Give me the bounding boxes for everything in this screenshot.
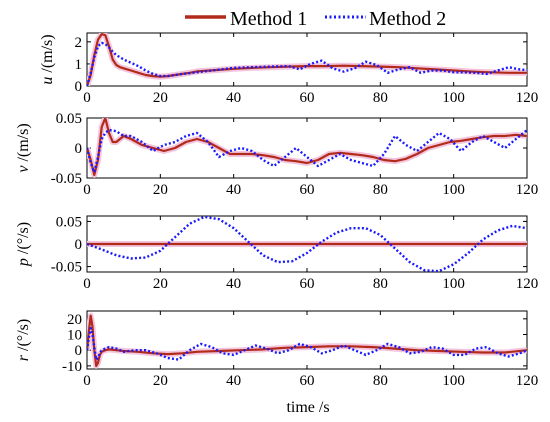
y-tick-label: 0.05 — [56, 111, 82, 127]
y-tick-label: 10 — [67, 328, 82, 344]
x-tick-label: 120 — [516, 373, 539, 389]
x-tick-label: 20 — [153, 182, 168, 198]
x-tick-label: 100 — [442, 373, 465, 389]
x-tick-label: 100 — [442, 182, 465, 198]
series-group — [87, 33, 527, 86]
y-tick-label: 1 — [75, 57, 83, 73]
x-tick-label: 0 — [83, 90, 91, 106]
x-tick-label: 20 — [153, 276, 168, 292]
series-line-method-2 — [87, 41, 527, 86]
y-tick-label: 0 — [75, 237, 83, 253]
x-tick-label: 40 — [226, 373, 241, 389]
x-tick-label: 100 — [442, 90, 465, 106]
x-tick-label: 60 — [300, 373, 315, 389]
y-tick-label: 20 — [67, 312, 82, 328]
x-tick-label: 120 — [516, 182, 539, 198]
y-tick-label: -10 — [62, 359, 82, 375]
x-tick-label: 80 — [373, 90, 388, 106]
x-tick-label: 20 — [153, 373, 168, 389]
series-group — [87, 216, 527, 272]
series-band-method-1 — [87, 312, 527, 369]
y-tick-label: 0 — [75, 79, 83, 95]
x-tick-label: 80 — [373, 276, 388, 292]
x-tick-label: 60 — [300, 276, 315, 292]
series-line-method-1 — [87, 118, 527, 177]
panel-1: 0 20 40 60 80 100 120 0 1 2 u /(m/s) — [39, 32, 539, 106]
y-tick-label: 2 — [75, 35, 83, 51]
series-group — [87, 118, 527, 178]
y-tick-label: 0.05 — [56, 214, 82, 230]
series-band-method-1 — [87, 33, 527, 86]
x-axis-label: time /s — [286, 399, 329, 416]
y-axis-label-1: u /(m/s) — [39, 34, 56, 84]
x-tick-label: 120 — [516, 90, 539, 106]
x-tick-label: 0 — [83, 276, 91, 292]
y-tick-label: 0 — [75, 343, 83, 359]
x-tick-label: 40 — [226, 182, 241, 198]
series-band-method-1 — [87, 118, 527, 178]
x-tick-label: 80 — [373, 182, 388, 198]
x-tick-label: 60 — [300, 90, 315, 106]
x-tick-label: 80 — [373, 373, 388, 389]
plot-frame — [86, 310, 528, 370]
series-line-method-2 — [87, 216, 527, 272]
y-axis-label-2: v /(m/s) — [15, 123, 32, 172]
y-tick-label: -0.05 — [51, 171, 82, 187]
legend: Method 1 Method 2 — [185, 8, 446, 30]
x-tick-label: 60 — [300, 182, 315, 198]
series-group — [87, 312, 527, 369]
y-tick-label: 0 — [75, 141, 83, 157]
y-axis-label-4: r /(°/s) — [15, 319, 32, 361]
x-tick-label: 40 — [226, 90, 241, 106]
y-tick-label: -0.05 — [51, 260, 82, 276]
x-tick-label: 0 — [83, 373, 91, 389]
series-line-method-1 — [87, 314, 527, 367]
legend-label-method-2: Method 2 — [369, 8, 446, 30]
x-tick-label: 0 — [83, 182, 91, 198]
series-line-method-2 — [87, 128, 527, 174]
legend-label-method-1: Method 1 — [230, 8, 307, 30]
y-axis-label-3: p /(°/s) — [15, 222, 32, 267]
x-tick-label: 100 — [442, 276, 465, 292]
x-tick-label: 40 — [226, 276, 241, 292]
x-tick-label: 20 — [153, 90, 168, 106]
x-tick-label: 120 — [516, 276, 539, 292]
